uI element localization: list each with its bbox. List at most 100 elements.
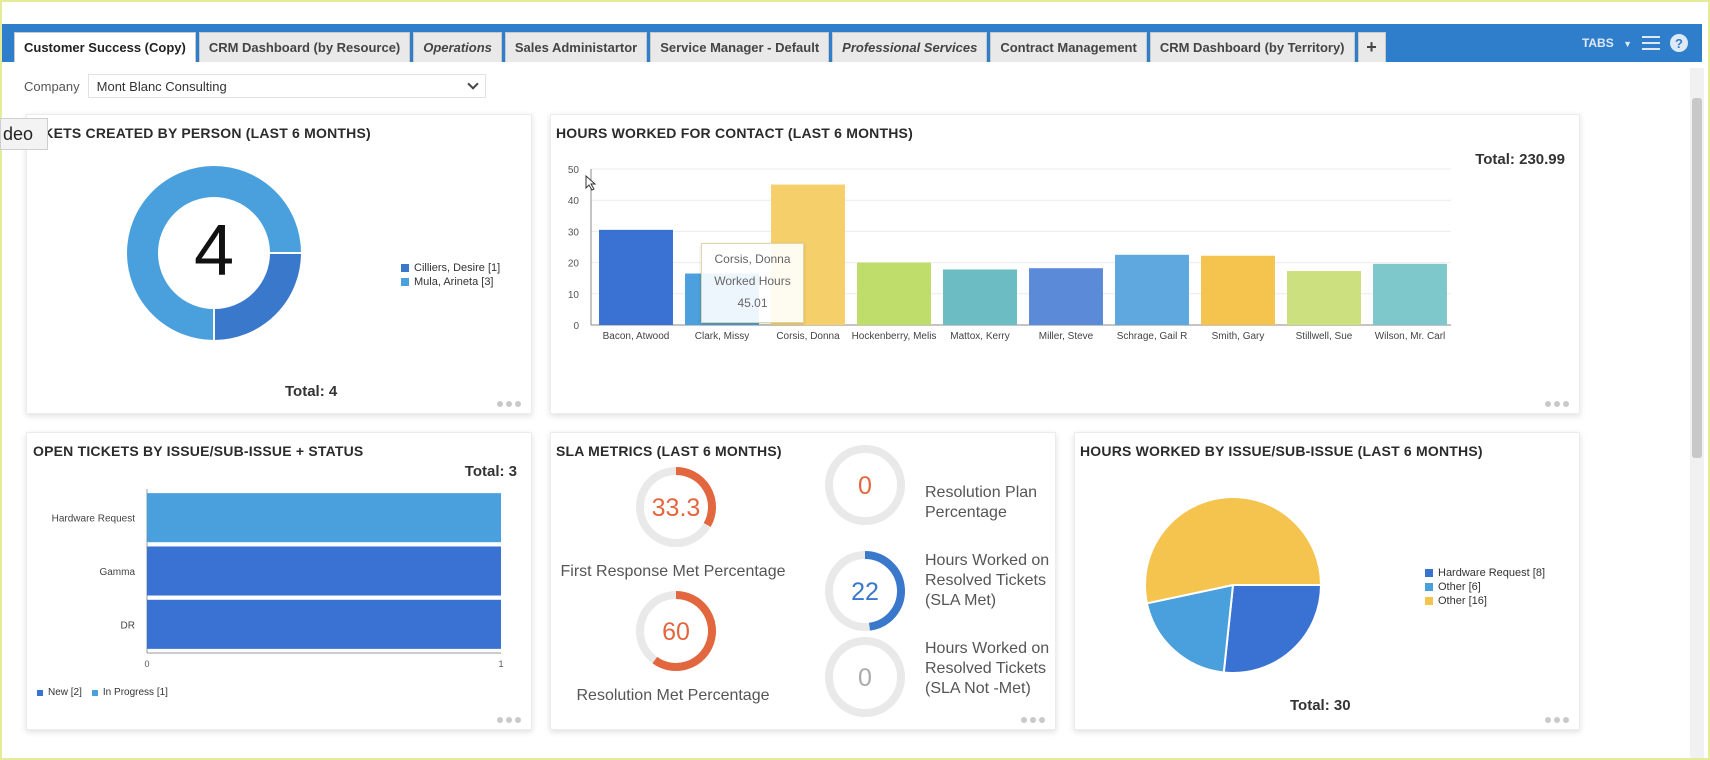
legend-item[interactable]: Mula, Arineta [3] xyxy=(401,276,500,288)
widget-menu-icon[interactable] xyxy=(1021,717,1045,723)
gauge-arc xyxy=(864,551,905,631)
x-tick-label: Bacon, Atwood xyxy=(603,331,670,342)
bar[interactable] xyxy=(599,229,673,325)
tab-customer-success-copy[interactable]: Customer Success (Copy) xyxy=(14,32,196,62)
gauge-value: 0 xyxy=(858,664,872,692)
company-select-value: Mont Blanc Consulting xyxy=(96,78,227,94)
tooltip-value: 45.01 xyxy=(737,296,768,310)
y-tick-label: 40 xyxy=(568,196,580,207)
help-icon[interactable]: ? xyxy=(1670,34,1688,52)
bar-segment[interactable] xyxy=(147,493,501,543)
tab-operations[interactable]: Operations xyxy=(413,32,502,62)
x-tick-label: Clark, Missy xyxy=(695,331,749,342)
x-tick-label: Hockenberry, Melis xyxy=(852,331,937,342)
legend-item[interactable]: In Progress [1] xyxy=(91,687,168,698)
x-tick-label: Stillwell, Sue xyxy=(1296,331,1353,342)
legend-swatch xyxy=(1425,597,1433,605)
bar[interactable] xyxy=(943,269,1017,325)
legend-item[interactable]: Hardware Request [8] xyxy=(1425,567,1545,579)
legend-label: In Progress [1] xyxy=(102,687,168,698)
vertical-scrollbar[interactable] xyxy=(1690,68,1704,758)
caret-down-icon: ▼ xyxy=(1623,39,1632,49)
total-label-text: Total: xyxy=(464,463,505,480)
gauge-track xyxy=(825,637,905,717)
y-tick-label: DR xyxy=(121,620,135,631)
total-label: Total: 230.99 xyxy=(1475,151,1565,168)
donut-chart: 4 xyxy=(125,164,304,343)
hours-by-issue-pie xyxy=(1144,496,1323,674)
bar[interactable] xyxy=(1201,255,1275,325)
tab-crm-dashboard-by-resource[interactable]: CRM Dashboard (by Resource) xyxy=(198,32,411,62)
widget-menu-icon[interactable] xyxy=(1545,717,1569,723)
tab-crm-dashboard-by-territory[interactable]: CRM Dashboard (by Territory) xyxy=(1149,32,1355,62)
tabs-menu-label: TABS xyxy=(1581,36,1614,50)
gauge-value: 22 xyxy=(851,578,879,606)
company-select[interactable]: Mont Blanc Consulting xyxy=(87,74,486,98)
donut-center-value: 4 xyxy=(194,211,234,291)
hours-bar-chart: 0 10 20 30 40 50 Bacon, Atwood Clark, Missy Cors… xyxy=(568,165,1451,342)
tooltip-metric: Worked Hours xyxy=(714,274,791,288)
legend-item[interactable]: New [2] xyxy=(37,687,82,698)
legend-swatch xyxy=(401,264,409,272)
tab-professional-services[interactable]: Professional Services xyxy=(832,32,988,62)
scrollbar-thumb[interactable] xyxy=(1692,98,1702,458)
legend-swatch xyxy=(37,689,43,696)
widget-menu-icon[interactable] xyxy=(1545,401,1569,407)
bar[interactable] xyxy=(1287,271,1361,325)
tabs-menu-button[interactable]: TABS ▼ xyxy=(1582,36,1632,50)
tab-contract-management[interactable]: Contract Management xyxy=(990,32,1147,62)
widget-title: HOURS WORKED FOR CONTACT (LAST 6 MONTHS) xyxy=(556,125,913,141)
bar[interactable] xyxy=(1029,268,1103,325)
hamburger-menu-icon[interactable] xyxy=(1642,36,1660,50)
pie-slice[interactable] xyxy=(1145,583,1235,674)
company-filter: Company Mont Blanc Consulting xyxy=(24,74,486,98)
y-tick-label: Gamma xyxy=(99,567,135,578)
chevron-down-icon xyxy=(466,78,479,90)
gauge-value: 60 xyxy=(662,618,690,646)
x-tick-label: 0 xyxy=(144,659,149,669)
tab-list: Customer Success (Copy) CRM Dashboard (by… xyxy=(14,32,1386,62)
tab-tools: TABS ▼ ? xyxy=(1582,34,1688,52)
dashboard-tab-bar: Customer Success (Copy) CRM Dashboard (by… xyxy=(2,24,1702,62)
x-tick-label: Miller, Steve xyxy=(1039,331,1094,342)
gauge-arc xyxy=(652,591,716,671)
legend-item[interactable]: Cilliers, Desire [1] xyxy=(401,262,500,274)
legend-item[interactable]: Other [6] xyxy=(1425,581,1545,593)
y-tick-label: 0 xyxy=(573,321,579,332)
add-tab-button[interactable]: + xyxy=(1357,32,1386,62)
y-tick-label: 30 xyxy=(568,227,580,238)
widget-menu-icon[interactable] xyxy=(497,717,521,723)
y-tick-label: Hardware Request xyxy=(52,514,136,525)
pie-legend: Hardware Request [8] Other [6] Other [16] xyxy=(1425,567,1545,609)
widget-menu-icon[interactable] xyxy=(497,401,521,407)
legend-swatch xyxy=(401,278,409,286)
legend-swatch xyxy=(91,689,98,696)
legend-label: Hardware Request [8] xyxy=(1438,567,1545,579)
bar[interactable] xyxy=(857,262,931,325)
total-label-text: Total: xyxy=(1475,151,1515,168)
pie-slice[interactable] xyxy=(1144,496,1323,605)
x-tick-label: Mattox, Kerry xyxy=(950,331,1009,342)
tab-sales-administartor[interactable]: Sales Administartor xyxy=(504,32,648,62)
bar[interactable] xyxy=(1115,254,1189,325)
y-tick-label: 20 xyxy=(568,259,580,270)
bar-segment[interactable] xyxy=(147,599,501,649)
donut-legend: Cilliers, Desire [1] Mula, Arineta [3] xyxy=(401,262,500,290)
donut-slice[interactable] xyxy=(125,164,304,343)
gauge-label-hours-sla-met: Hours Worked on Resolved Tickets (SLA Me… xyxy=(925,552,1050,609)
bar-segment[interactable] xyxy=(147,546,501,596)
total-label: Total: 30 xyxy=(1290,697,1351,714)
legend-swatch xyxy=(1425,569,1433,577)
hours-by-issue-widget: HOURS WORKED BY ISSUE/SUB-ISSUE (LAST 6 … xyxy=(1074,432,1580,730)
legend-label: Other [16] xyxy=(1438,595,1487,607)
tickets-by-person-widget: CKETS CREATED BY PERSON (LAST 6 MONTHS) … xyxy=(26,114,532,414)
widget-title: HOURS WORKED BY ISSUE/SUB-ISSUE (LAST 6 … xyxy=(1080,443,1483,459)
sla-metrics-widget: SLA METRICS (LAST 6 MONTHS) 33.3 60 0 22 0 F… xyxy=(550,432,1056,730)
legend-item[interactable]: Other [16] xyxy=(1425,595,1545,607)
x-tick-label: Schrage, Gail R xyxy=(1117,331,1188,342)
open-tickets-bar-chart: Hardware Request Gamma DR 0 1 xyxy=(52,489,504,669)
pie-slice[interactable] xyxy=(1222,584,1323,674)
tab-service-manager-default[interactable]: Service Manager - Default xyxy=(650,32,830,62)
bar[interactable] xyxy=(1373,263,1447,325)
open-tickets-legend: New [2] In Progress [1] xyxy=(37,687,168,700)
